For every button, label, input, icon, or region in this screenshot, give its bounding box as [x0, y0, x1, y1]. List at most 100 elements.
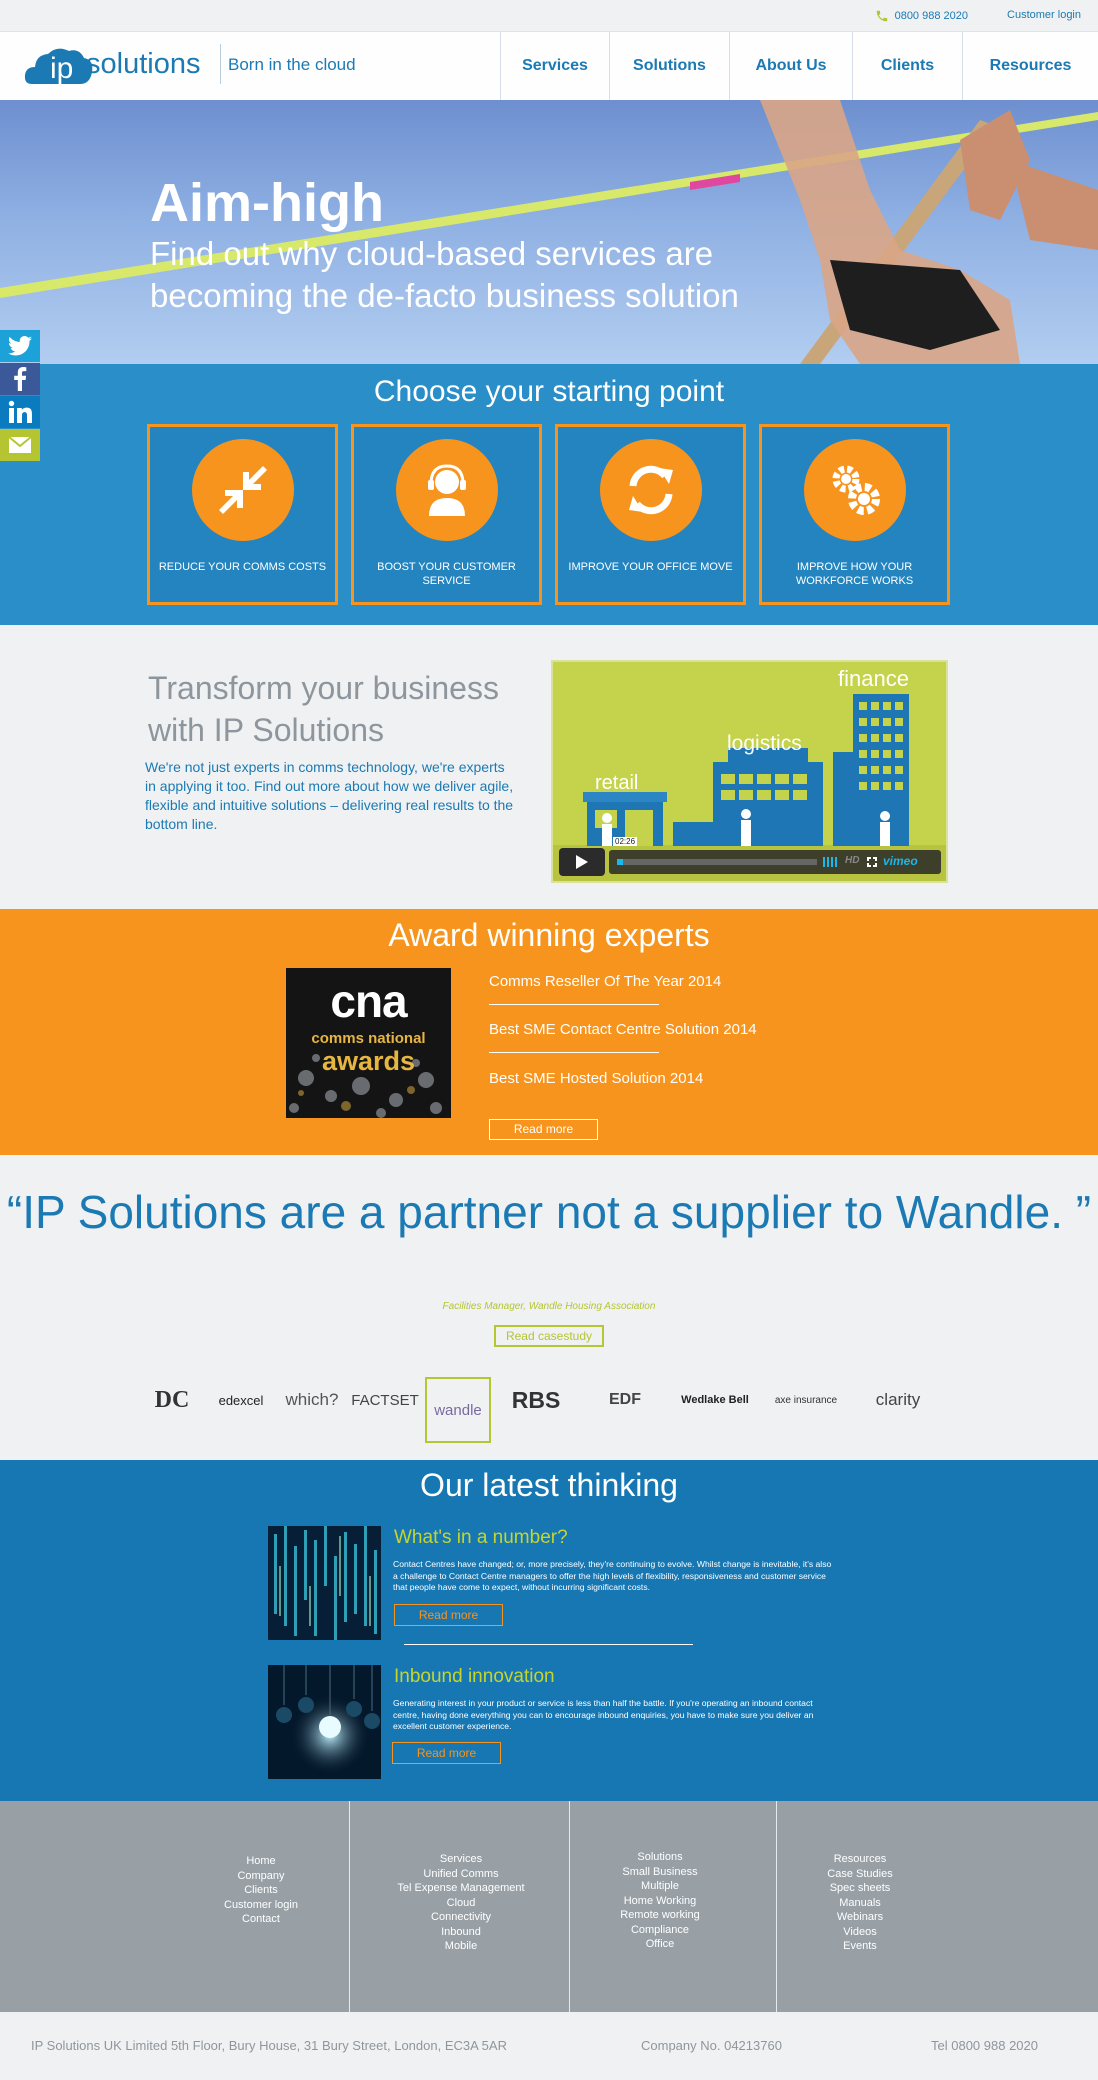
twitter-share-button[interactable] — [0, 330, 40, 362]
video-player[interactable]: finance logistics retail 02:26 HD vimeo — [551, 660, 948, 883]
nav-about-us[interactable]: About Us — [729, 32, 852, 100]
card-reduce-costs[interactable]: REDUCE YOUR COMMS COSTS — [147, 424, 338, 605]
video-progress-track[interactable] — [617, 859, 817, 865]
video-control-bar: 02:26 HD vimeo — [609, 837, 941, 874]
client-logo-which[interactable]: which? — [285, 1390, 339, 1409]
card-icon-circle — [396, 439, 498, 541]
video-play-button[interactable] — [559, 848, 605, 876]
article-title[interactable]: Inbound innovation — [394, 1666, 555, 1687]
hero-pole-vault-image — [0, 100, 1098, 364]
tagline: Born in the cloud — [228, 55, 356, 74]
award-item: Best SME Hosted Solution 2014 — [489, 1070, 704, 1087]
client-logo-dc[interactable]: DC — [154, 1386, 190, 1413]
cna-mark: cna — [330, 975, 407, 1027]
card-label: REDUCE YOUR COMMS COSTS — [158, 561, 327, 573]
video-time: 02:26 — [613, 837, 638, 846]
footer-link[interactable]: Home — [246, 1855, 276, 1867]
footer-link[interactable]: Videos — [843, 1925, 877, 1938]
site-header: ip solutions Born in the cloud Services … — [0, 32, 1098, 100]
customer-login-link[interactable]: Customer login — [1007, 9, 1081, 21]
footer-link[interactable]: Services — [439, 1853, 483, 1865]
client-logo-factset[interactable]: FACTSET — [351, 1391, 419, 1409]
nav-services[interactable]: Services — [500, 32, 609, 100]
footer-link[interactable]: Events — [843, 1940, 877, 1952]
headset-agent-icon — [428, 464, 466, 516]
email-share-button[interactable] — [0, 429, 40, 461]
footer-link[interactable]: Clients — [244, 1884, 278, 1896]
footer-link[interactable]: Customer login — [224, 1898, 298, 1911]
top-utility-bar: 0800 988 2020 Customer login — [0, 0, 1098, 32]
article-read-more-button[interactable]: Read more — [394, 1604, 503, 1626]
card-office-move[interactable]: IMPROVE YOUR OFFICE MOVE — [555, 424, 746, 605]
vimeo-logo[interactable]: vimeo — [883, 854, 918, 868]
comms-national-awards-image: cna comms national awards — [286, 968, 451, 1118]
awards-read-more-button[interactable]: Read more — [489, 1119, 598, 1140]
footer-link[interactable]: Tel Expense Management — [397, 1882, 525, 1894]
footer-link[interactable]: Office — [645, 1938, 675, 1950]
site-logo[interactable]: ip solutions — [24, 40, 214, 90]
nav-resources[interactable]: Resources — [962, 32, 1098, 100]
transform-section: Transform your business with IP Solution… — [0, 625, 1098, 909]
read-casestudy-button[interactable]: Read casestudy — [494, 1325, 604, 1347]
linkedin-icon — [8, 400, 32, 423]
client-logo-rbs[interactable]: RBS — [511, 1386, 561, 1413]
client-logo-edf[interactable]: EDF — [609, 1391, 641, 1408]
footer-link[interactable]: Small Business — [622, 1865, 698, 1878]
footer-column-resources: Resources Case Studies Spec sheets Manuals W… — [760, 1801, 960, 2012]
hero-banner: Aim-high Find out why cloud-based servic… — [0, 100, 1098, 364]
footer-link[interactable]: Manuals — [839, 1896, 881, 1909]
client-logo-axe-insurance[interactable]: axe insurance — [774, 1394, 838, 1406]
footer-link[interactable]: Mobile — [444, 1940, 478, 1952]
footer-link[interactable]: Inbound — [441, 1925, 481, 1938]
footer-link[interactable]: Case Studies — [827, 1867, 893, 1880]
footer-link[interactable]: Resources — [833, 1853, 887, 1865]
card-icon-circle — [804, 439, 906, 541]
footer-link[interactable]: Remote working — [620, 1909, 700, 1921]
video-hd-toggle[interactable]: HD — [845, 855, 860, 866]
footer-link[interactable]: Home Working — [623, 1894, 697, 1907]
footer-link[interactable]: Cloud — [446, 1896, 476, 1909]
footer-link[interactable]: Compliance — [630, 1923, 690, 1936]
footer-divider — [349, 1801, 350, 2012]
footer-link[interactable]: Multiple — [641, 1880, 679, 1892]
matrix-code-image — [268, 1526, 381, 1640]
volume-icon[interactable] — [823, 857, 839, 867]
card-workforce[interactable]: IMPROVE HOW YOUR WORKFORCE WORKS — [759, 424, 950, 605]
article-image-matrix[interactable] — [268, 1526, 381, 1640]
article-excerpt: Generating interest in your product or s… — [393, 1698, 814, 1731]
footer-link[interactable]: Contact — [242, 1913, 280, 1925]
nav-clients[interactable]: Clients — [852, 32, 962, 100]
card-label: IMPROVE HOW YOUR WORKFORCE WORKS — [795, 561, 914, 587]
client-logo-edexcel[interactable]: edexcel — [218, 1392, 264, 1408]
video-label-retail: retail — [595, 772, 639, 794]
testimonial-attribution: Facilities Manager, Wandle Housing Assoc… — [442, 1301, 656, 1312]
card-customer-service[interactable]: BOOST YOUR CUSTOMER SERVICE — [351, 424, 542, 605]
compress-arrows-icon — [219, 466, 267, 514]
latest-thinking-section: Our latest thinking What's in a number? … — [0, 1460, 1098, 1801]
article-read-more-button[interactable]: Read more — [392, 1742, 501, 1764]
nav-solutions[interactable]: Solutions — [609, 32, 729, 100]
transform-text: We're not just experts in comms technolo… — [145, 759, 514, 832]
video-label-logistics: logistics — [727, 732, 802, 755]
article-title[interactable]: What's in a number? — [394, 1527, 568, 1548]
section-title: Choose your starting point — [373, 375, 725, 408]
footer-bottom-bar: IP Solutions UK Limited 5th Floor, Bury … — [0, 2012, 1098, 2080]
testimonial-section: “IP Solutions are a partner not a suppli… — [0, 1155, 1098, 1460]
footer-link[interactable]: Unified Comms — [423, 1867, 499, 1880]
footer-link[interactable]: Spec sheets — [829, 1882, 891, 1894]
footer-link[interactable]: Connectivity — [431, 1911, 491, 1923]
facebook-share-button[interactable] — [0, 363, 40, 395]
fullscreen-icon[interactable] — [867, 857, 877, 867]
client-logo-wandle[interactable]: wandle — [425, 1377, 491, 1443]
client-logo-clarity[interactable]: clarity — [875, 1390, 921, 1409]
logo-divider — [220, 44, 221, 84]
awards-text: awards — [321, 1046, 416, 1076]
footer-column-company: Home Company Clients Customer login Contact — [161, 1801, 361, 2012]
article-image-bulbs[interactable] — [268, 1665, 381, 1779]
footer-link[interactable]: Solutions — [637, 1851, 683, 1863]
phone-link[interactable]: 0800 988 2020 — [875, 9, 968, 23]
footer-link[interactable]: Webinars — [836, 1911, 884, 1923]
linkedin-share-button[interactable] — [0, 396, 40, 428]
footer-link[interactable]: Company — [237, 1869, 285, 1882]
client-logo-wedlake-bell[interactable]: Wedlake Bell — [681, 1394, 749, 1406]
